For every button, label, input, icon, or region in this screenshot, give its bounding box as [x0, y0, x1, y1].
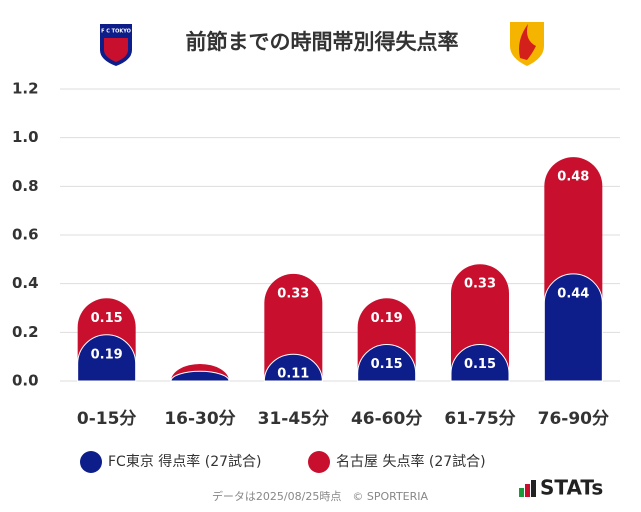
team-logo-text: F C TOKYO	[101, 29, 131, 35]
chart-title: 前節までの時間帯別得失点率	[186, 30, 459, 54]
legend: FC東京 得点率 (27試合) 名古屋 失点率 (27試合)	[80, 451, 486, 473]
y-tick-label: 0.6	[12, 226, 39, 244]
data-label: 0.44	[557, 286, 589, 301]
y-tick-label: 1.0	[12, 128, 39, 146]
data-label: 0.15	[371, 357, 403, 372]
legend-swatch	[80, 451, 102, 473]
bar-segment	[543, 273, 603, 382]
x-tick-label: 46-60分	[351, 409, 422, 429]
x-tick-label: 31-45分	[258, 409, 329, 429]
x-tick-label: 61-75分	[444, 409, 515, 429]
legend-swatch	[308, 451, 330, 473]
data-label: 0.19	[91, 347, 123, 362]
data-label: 0.15	[91, 311, 123, 326]
data-label: 0.11	[277, 367, 309, 382]
data-label: 0.33	[464, 277, 496, 292]
x-tick-label: 76-90分	[538, 409, 609, 429]
y-tick-label: 0.8	[12, 177, 39, 195]
footnote: データは2025/08/25時点 © SPORTERIA	[212, 489, 429, 503]
bar-segment	[263, 353, 323, 382]
x-tick-label: 0-15分	[77, 409, 137, 429]
data-label: 0.33	[277, 286, 309, 301]
y-tick-label: 0.4	[12, 274, 39, 292]
y-tick-label: 0.0	[12, 372, 39, 390]
bar-segment	[450, 344, 510, 382]
team-logo-left: F C TOKYO	[100, 24, 132, 66]
bar-segment	[77, 334, 137, 382]
data-label: 0.48	[557, 170, 589, 185]
bar-segment	[264, 273, 323, 381]
stats-logo-text: STATs	[540, 476, 603, 500]
data-label: 0.19	[371, 311, 403, 326]
y-tick-label: 1.2	[12, 80, 39, 98]
bar-segment	[170, 370, 230, 382]
data-label: 0.15	[464, 357, 496, 372]
stats-logo: STATs	[519, 476, 603, 500]
legend-label: 名古屋 失点率 (27試合)	[336, 453, 486, 470]
team-logo-right	[510, 22, 544, 66]
bar-segment	[357, 344, 417, 382]
legend-label: FC東京 得点率 (27試合)	[108, 453, 261, 470]
x-tick-label: 16-30分	[164, 409, 235, 429]
y-tick-label: 0.2	[12, 323, 39, 341]
